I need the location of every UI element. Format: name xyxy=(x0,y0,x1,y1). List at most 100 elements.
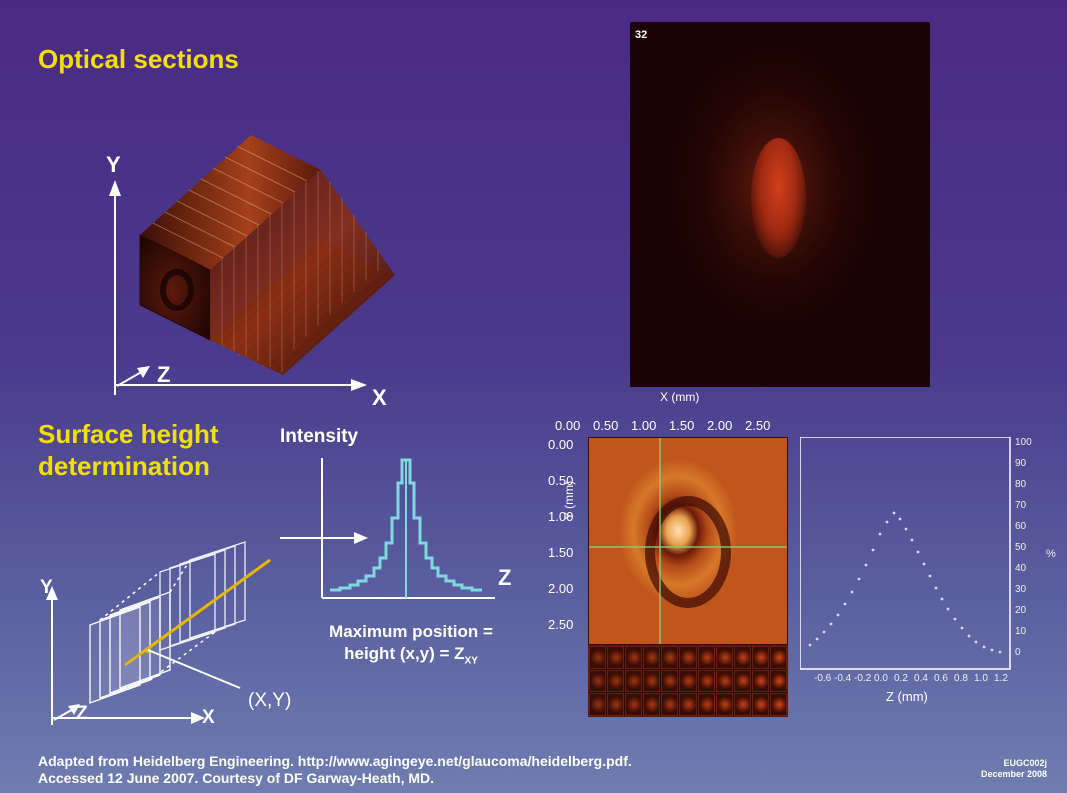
x-tick: 1.2 xyxy=(994,673,1008,684)
section-thumbnail xyxy=(751,669,769,693)
citation: Adapted from Heidelberg Engineering. htt… xyxy=(38,753,632,787)
top-tick: 0.50 xyxy=(593,418,619,433)
slice-index: 32 xyxy=(635,29,648,41)
left-tick: 2.00 xyxy=(548,581,574,596)
surface-title-line1: Surface height xyxy=(38,419,219,449)
profile-z-label: Z xyxy=(498,565,512,590)
y-mm-label: Y (mm) xyxy=(562,480,576,520)
intensity-label: Intensity xyxy=(280,426,359,447)
slice-stack-top xyxy=(140,135,321,270)
section-thumbnail xyxy=(751,646,769,669)
section-thumbnail xyxy=(607,693,625,716)
section-thumbnail xyxy=(769,669,787,693)
top-tick: 2.00 xyxy=(707,418,733,433)
confocal-slice-image: 32 xyxy=(630,22,930,387)
right-tick: 10 xyxy=(1015,626,1027,637)
optical-y-label: Y xyxy=(106,152,121,177)
slices-z-label: Z xyxy=(76,703,88,724)
section-thumbnail xyxy=(643,669,661,693)
right-tick: 0 xyxy=(1015,647,1021,658)
top-tick: 1.50 xyxy=(669,418,695,433)
slices-diagram xyxy=(46,541,271,725)
right-tick: 40 xyxy=(1015,563,1027,574)
xy-point-label: (X,Y) xyxy=(248,690,292,711)
section-thumbnail xyxy=(733,646,751,669)
section-thumbnail xyxy=(715,669,733,693)
slide-code: EUGC002j December 2008 xyxy=(955,758,1047,780)
surface-height-title: Surface height determination xyxy=(38,418,219,482)
section-thumbnail xyxy=(625,669,643,693)
fundus-image xyxy=(588,437,788,645)
left-tick: 0.00 xyxy=(548,437,574,452)
z-plot-x-ticks: -0.6 -0.4 -0.2 0.0 0.2 0.4 0.6 0.8 1.0 1… xyxy=(814,673,1014,687)
top-tick: 1.00 xyxy=(631,418,657,433)
max-sub: XY xyxy=(464,655,478,667)
intensity-profile-chart xyxy=(280,458,495,599)
section-thumbnail xyxy=(607,669,625,693)
slide-code-id: EUGC002j xyxy=(1003,758,1047,768)
slide-code-date: December 2008 xyxy=(980,769,1047,779)
slices-y-label: Y xyxy=(40,577,53,598)
x-tick: 0.0 xyxy=(874,673,888,684)
top-tick: 2.50 xyxy=(745,418,771,433)
section-thumbnail xyxy=(643,646,661,669)
fundus-left-ticks: 0.00 0.50 1.00 1.50 2.00 2.50 xyxy=(548,437,586,643)
section-thumbnail xyxy=(769,693,787,716)
section-thumbnail xyxy=(589,693,607,716)
fundus-top-ticks: 0.00 0.50 1.00 1.50 2.00 2.50 xyxy=(555,418,795,436)
left-tick: 0.50 xyxy=(548,473,574,488)
section-thumbnail xyxy=(625,693,643,716)
left-tick: 2.50 xyxy=(548,617,574,632)
citation-line1: Adapted from Heidelberg Engineering. htt… xyxy=(38,753,632,769)
left-tick: 1.50 xyxy=(548,545,574,560)
x-mm-label: X (mm) xyxy=(660,390,700,404)
right-tick: 70 xyxy=(1015,500,1027,511)
section-thumbnail xyxy=(697,669,715,693)
optical-x-label: X xyxy=(372,385,387,410)
optical-sections-diagram xyxy=(109,135,395,395)
z-profile-plot xyxy=(800,437,1011,670)
x-tick: -0.4 xyxy=(834,673,852,684)
x-tick: -0.2 xyxy=(854,673,872,684)
x-tick: 0.6 xyxy=(934,673,948,684)
citation-line2: Accessed 12 June 2007. Courtesy of DF Ga… xyxy=(38,770,435,786)
section-thumbnail xyxy=(715,646,733,669)
section-thumbnail xyxy=(607,646,625,669)
top-tick: 0.00 xyxy=(555,418,581,433)
optical-sections-title: Optical sections xyxy=(38,44,239,74)
section-thumbnail xyxy=(661,693,679,716)
section-thumbnail xyxy=(589,646,607,669)
z-plot-right-ticks: 100 90 80 70 60 50 40 30 20 10 0 xyxy=(1015,437,1045,677)
x-tick: 0.4 xyxy=(914,673,928,684)
section-thumbnail xyxy=(589,669,607,693)
right-tick: 30 xyxy=(1015,584,1027,595)
section-thumbnail xyxy=(643,693,661,716)
section-thumbnail xyxy=(769,646,787,669)
z-profile-points xyxy=(808,511,1002,654)
right-tick: 50 xyxy=(1015,542,1027,553)
section-thumbnail xyxy=(751,693,769,716)
z-mm-label: Z (mm) xyxy=(886,689,928,704)
x-tick: 0.8 xyxy=(954,673,968,684)
section-thumbnail xyxy=(661,669,679,693)
section-thumbnail xyxy=(679,646,697,669)
x-tick: 1.0 xyxy=(974,673,988,684)
max-line2: height (x,y) = Z xyxy=(344,644,465,663)
section-thumbnail xyxy=(625,646,643,669)
section-thumbnail xyxy=(715,693,733,716)
section-thumbnail xyxy=(679,669,697,693)
section-thumbnail xyxy=(733,669,751,693)
section-thumbnail xyxy=(697,646,715,669)
optic-disc-glow xyxy=(751,138,806,258)
section-thumbnail xyxy=(697,693,715,716)
x-tick: -0.6 xyxy=(814,673,832,684)
section-thumbnail xyxy=(679,693,697,716)
surface-title-line2: determination xyxy=(38,451,210,481)
right-tick: 100 xyxy=(1015,437,1032,448)
left-tick: 1.00 xyxy=(548,509,574,524)
slices-x-label: X xyxy=(202,707,215,728)
z-plot-percent-label: % xyxy=(1046,548,1056,560)
right-tick: 20 xyxy=(1015,605,1027,616)
max-line1: Maximum position = xyxy=(329,622,493,641)
section-thumbnail xyxy=(661,646,679,669)
